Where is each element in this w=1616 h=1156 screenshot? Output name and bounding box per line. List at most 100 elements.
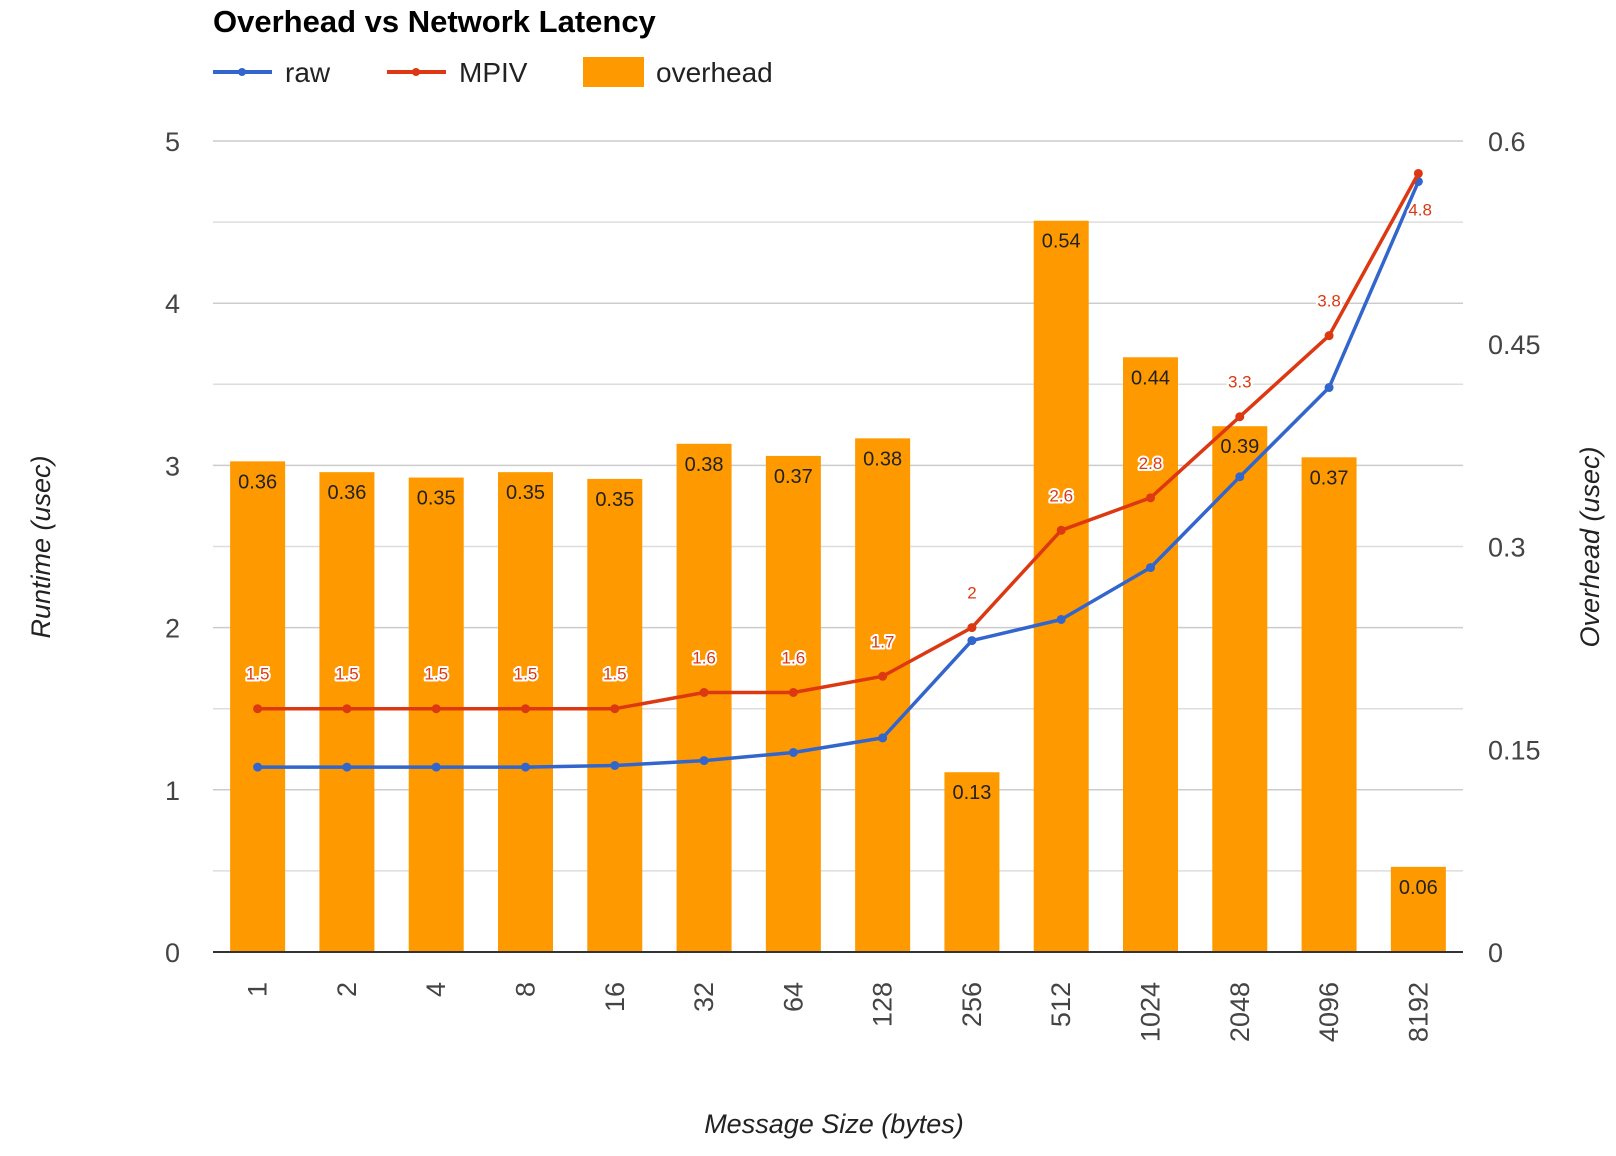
mpiv-label: 1.51.5 bbox=[601, 663, 629, 686]
x-tick-label: 64 bbox=[778, 982, 808, 1012]
x-tick-label: 1 bbox=[243, 982, 273, 997]
y2-tick-label: 0.15 bbox=[1488, 735, 1541, 765]
overhead-bar bbox=[765, 455, 821, 952]
mpiv-label-halo: 2.8 bbox=[1139, 454, 1163, 473]
mpiv-label-halo: 1.5 bbox=[335, 665, 359, 684]
mpiv-label-halo: 2.6 bbox=[1049, 486, 1073, 505]
mpiv-label-text: 2.6 bbox=[1049, 486, 1073, 505]
overhead-bar-label: 0.13 bbox=[952, 782, 991, 804]
overhead-bar-label: 0.38 bbox=[863, 448, 902, 470]
legend-label-overhead: overhead bbox=[656, 57, 773, 88]
chart-title: Overhead vs Network Latency bbox=[213, 4, 657, 39]
legend: raw MPIV overhead bbox=[213, 57, 773, 88]
x-tick-label: 4 bbox=[421, 982, 451, 997]
mpiv-label-halo: 3.8 bbox=[1317, 292, 1341, 311]
x-tick-label: 128 bbox=[868, 982, 898, 1027]
legend-marker-raw bbox=[238, 68, 246, 76]
overhead-bar bbox=[944, 772, 1000, 952]
overhead-bar-label: 0.35 bbox=[595, 489, 634, 511]
series-point-mpiv bbox=[1235, 412, 1245, 422]
x-tick-label: 32 bbox=[689, 982, 719, 1012]
mpiv-label-halo: 1.6 bbox=[692, 648, 716, 667]
mpiv-label-halo: 1.5 bbox=[424, 665, 448, 684]
x-tick-label: 512 bbox=[1046, 982, 1076, 1027]
overhead-bar-label: 0.35 bbox=[506, 482, 545, 504]
series-line-mpiv bbox=[257, 172, 1420, 711]
x-tick-label: 2048 bbox=[1225, 982, 1255, 1042]
series-point-mpiv bbox=[1146, 493, 1155, 503]
series-point-mpiv bbox=[1413, 168, 1423, 178]
series-point-raw bbox=[610, 760, 620, 770]
x-tick-label: 8192 bbox=[1403, 982, 1433, 1042]
mpiv-label-text: 1.5 bbox=[246, 665, 270, 684]
series-point-raw bbox=[1056, 614, 1066, 624]
y2-tick-label: 0 bbox=[1488, 938, 1503, 968]
series-line-raw bbox=[257, 180, 1421, 769]
legend-marker-mpiv bbox=[412, 68, 420, 76]
overhead-bar bbox=[408, 477, 464, 952]
mpiv-label-text: 2.8 bbox=[1139, 454, 1163, 473]
y-tick-label: 5 bbox=[165, 127, 180, 157]
y-axis-title: Runtime (usec) bbox=[26, 455, 56, 638]
y-tick-label: 4 bbox=[165, 289, 180, 319]
mpiv-label-text: 1.7 bbox=[871, 632, 895, 651]
mpiv-label-halo: 4.8 bbox=[1408, 200, 1432, 219]
overhead-bars bbox=[230, 220, 1446, 952]
y-tick-label: 2 bbox=[165, 614, 180, 644]
mpiv-label-text: 1.5 bbox=[335, 665, 359, 684]
series-point-raw bbox=[967, 636, 977, 646]
legend-label-mpiv: MPIV bbox=[459, 57, 528, 88]
mpiv-label-text: 3.3 bbox=[1228, 373, 1252, 392]
mpiv-label-text: 1.5 bbox=[514, 665, 538, 684]
overhead-bar-label: 0.38 bbox=[685, 454, 724, 476]
overhead-bar-label: 0.06 bbox=[1399, 877, 1438, 899]
mpiv-label-text: 1.6 bbox=[692, 648, 716, 667]
mpiv-label-halo: 3.3 bbox=[1228, 373, 1252, 392]
overhead-bar bbox=[1301, 457, 1357, 952]
mpiv-label: 1.71.7 bbox=[869, 630, 897, 653]
x-tick-label: 4096 bbox=[1314, 982, 1344, 1042]
mpiv-label-text: 3.8 bbox=[1317, 292, 1341, 311]
mpiv-label: 1.61.6 bbox=[780, 646, 808, 669]
mpiv-label-halo: 1.6 bbox=[782, 648, 806, 667]
x-tick-label: 8 bbox=[511, 982, 541, 997]
mpiv-label: 3.83.8 bbox=[1315, 290, 1343, 313]
y2-tick-label: 0.45 bbox=[1488, 330, 1541, 360]
overhead-bar-label: 0.37 bbox=[1310, 467, 1349, 489]
y2-axis-title: Overhead (usec) bbox=[1575, 446, 1605, 647]
series-point-raw bbox=[699, 756, 709, 766]
gridlines bbox=[213, 140, 1463, 872]
mpiv-label-halo: 1.5 bbox=[603, 665, 627, 684]
overhead-bar bbox=[587, 478, 643, 952]
mpiv-label-text: 2 bbox=[967, 584, 976, 603]
mpiv-label-text: 1.5 bbox=[424, 665, 448, 684]
series-point-mpiv bbox=[699, 687, 709, 697]
mpiv-label: 1.51.5 bbox=[512, 663, 540, 686]
mpiv-label-halo: 1.7 bbox=[871, 632, 895, 651]
overhead-bar bbox=[1033, 220, 1089, 952]
y-tick-label: 1 bbox=[165, 776, 180, 806]
series-point-mpiv bbox=[253, 704, 263, 714]
series-point-raw bbox=[431, 762, 441, 772]
mpiv-label-text: 4.8 bbox=[1408, 200, 1432, 219]
series-point-raw bbox=[788, 747, 798, 757]
y-tick-label: 3 bbox=[165, 451, 180, 481]
legend-item-overhead: overhead bbox=[583, 57, 773, 88]
series-point-mpiv bbox=[521, 704, 530, 714]
mpiv-label: 1.51.5 bbox=[422, 663, 450, 686]
series-point-mpiv bbox=[788, 687, 798, 697]
overhead-bar-label: 0.44 bbox=[1131, 367, 1170, 389]
series-point-mpiv bbox=[967, 623, 977, 633]
mpiv-label-text: 1.6 bbox=[782, 648, 806, 667]
overhead-bar-label: 0.39 bbox=[1220, 436, 1259, 458]
mpiv-label-halo: 2 bbox=[967, 584, 976, 603]
overhead-bar-label: 0.35 bbox=[417, 488, 456, 510]
mpiv-label: 1.61.6 bbox=[690, 646, 718, 669]
mpiv-label-halo: 1.5 bbox=[246, 665, 270, 684]
overhead-bar bbox=[1212, 426, 1268, 952]
overhead-bar-label: 0.36 bbox=[238, 471, 277, 493]
mpiv-label: 2.82.8 bbox=[1137, 452, 1165, 475]
mpiv-label: 1.51.5 bbox=[333, 663, 361, 686]
